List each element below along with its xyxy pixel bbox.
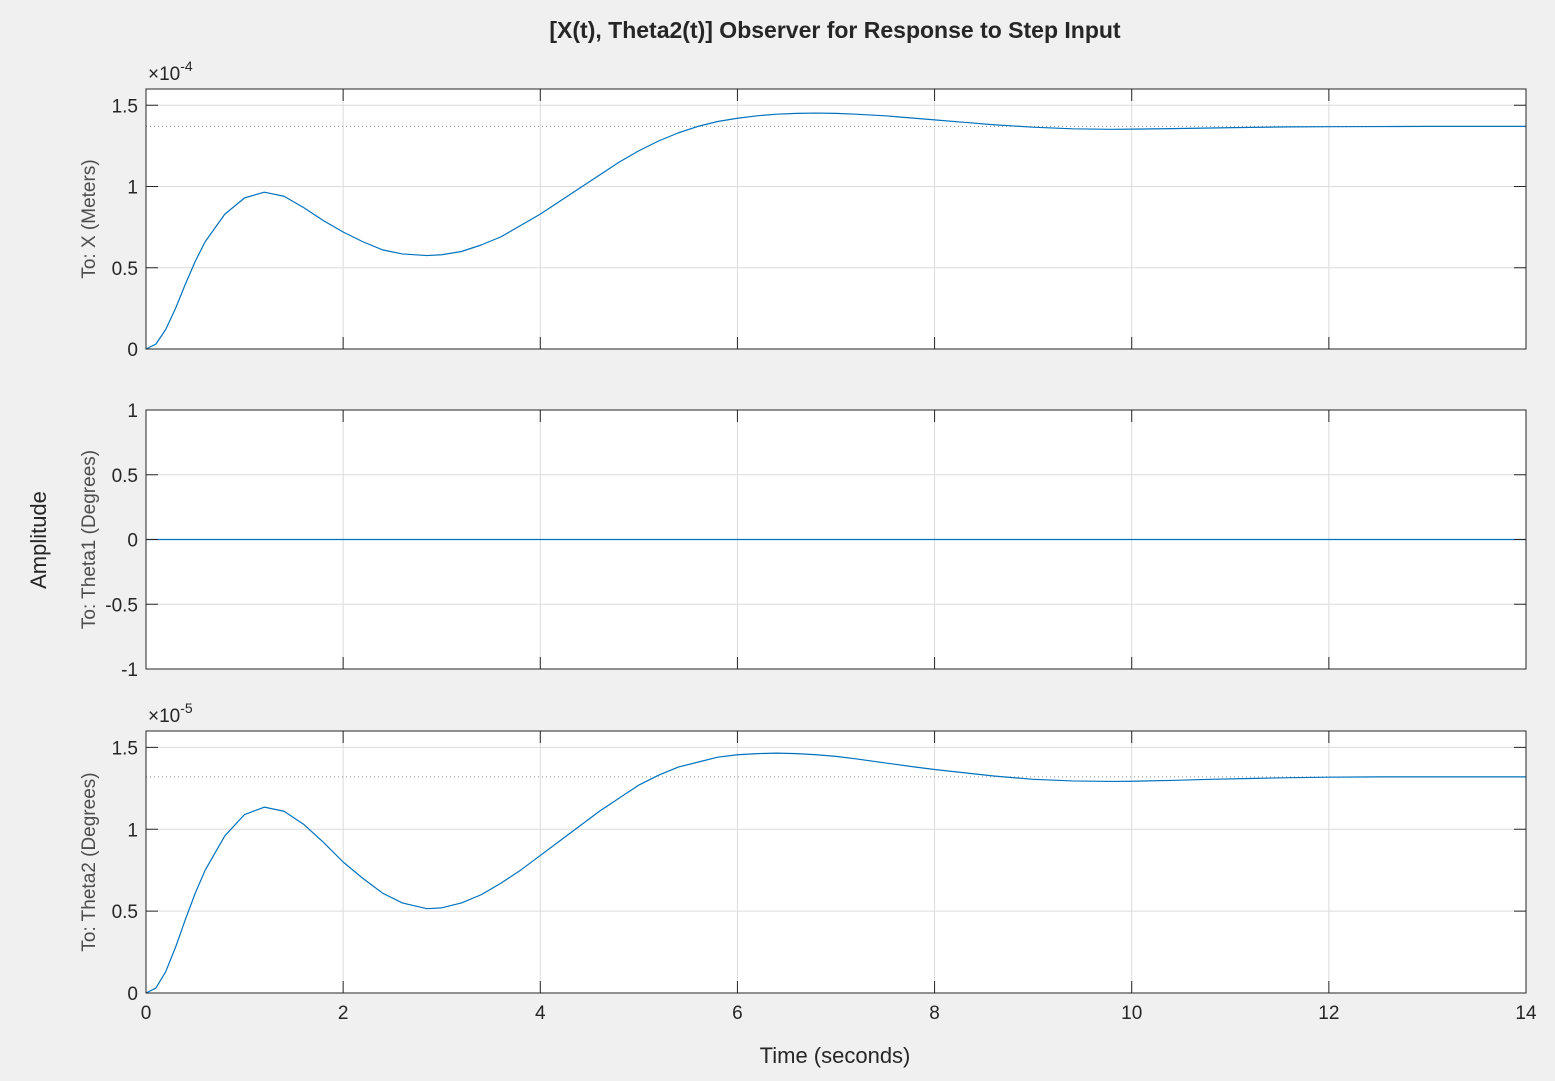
subplot-1-response-line [145,112,1526,350]
subplot-3-exponent-label: ×10-5 [148,700,193,727]
subplot-2-y-axis-label: To: Theta1 (Degrees) [79,450,100,629]
subplot-1-axes-box [145,88,1527,350]
subplot-1-y-axis-label: To: X (Meters) [79,159,100,278]
shared-y-axis-label: Amplitude [26,491,51,589]
subplot-3-y-tick-label: 1.5 [112,738,138,759]
x-tick-label: 0 [141,1003,152,1024]
subplot-1-y-tick-label: 1.5 [112,96,138,117]
chart-title: [X(t), Theta2(t)] Observer for Response … [549,17,1121,43]
subplot-1-y-tick-label: 1 [127,178,138,199]
subplot-3-y-tick-label: 0 [127,984,138,1005]
x-tick-label: 10 [1121,1003,1142,1024]
x-tick-label: 6 [732,1003,743,1024]
subplot-2-y-tick-label: 0 [127,531,138,552]
subplot-1-plot-area [146,89,1526,349]
x-tick-label: 4 [535,1003,546,1024]
subplot-3-response-line [145,752,1526,994]
subplot-2-y-tick-label: 0.5 [112,466,138,487]
x-tick-label: 8 [929,1003,940,1024]
subplot-1-y-tick-label: 0 [127,340,138,361]
subplot-3-y-tick-label: 0.5 [112,902,138,923]
subplot-2-y-tick-label: -0.5 [105,595,138,616]
x-tick-label: 2 [338,1003,349,1024]
subplot-3-plot-area [146,731,1526,993]
subplot-3-axes-box [145,730,1527,994]
subplot-3: 0 0.5 1 1.5 0 2 4 6 8 10 12 14 To: Theta2 (Degrees) ×… [79,700,1537,1024]
subplot-1-exponent-label: ×10-4 [148,58,193,85]
subplot-2-y-tick-label: 1 [127,401,138,422]
subplot-1: 0 0.5 1 1.5 To: X (Meters) ×10-4 [79,58,1527,361]
subplot-1-y-tick-label: 0.5 [112,259,138,280]
x-tick-label: 12 [1318,1003,1339,1024]
subplot-2: -1 -0.5 0 0.5 1 To: Theta1 (Degrees) [79,401,1527,681]
x-tick-label: 14 [1515,1003,1537,1024]
subplot-3-y-tick-label: 1 [127,820,138,841]
subplot-panels: 0 0.5 1 1.5 To: X (Meters) ×10-4 -1 -0.5 0 0.5 1 To… [79,58,1537,1024]
subplot-2-y-tick-label: -1 [121,660,138,681]
subplot-3-y-axis-label: To: Theta2 (Degrees) [79,772,100,951]
x-axis-label: Time (seconds) [760,1043,911,1068]
